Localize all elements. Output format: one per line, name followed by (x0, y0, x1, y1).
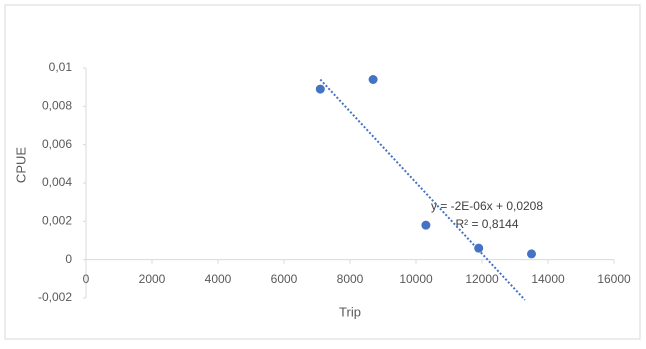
y-tick-label: 0,002 (42, 214, 72, 228)
y-tick-label: 0,01 (49, 60, 73, 74)
point (421, 220, 431, 230)
point (527, 249, 536, 259)
y-axis-title: CPUE (13, 147, 28, 183)
y-tick-label: 0,008 (42, 99, 72, 113)
y-tick-label: 0 (65, 252, 72, 266)
point (368, 75, 378, 84)
point (315, 84, 325, 94)
x-tick-label: 12000 (465, 272, 499, 286)
point (474, 243, 484, 253)
chart-frame (4, 4, 641, 340)
x-axis-title: Trip (339, 304, 361, 319)
y-tick-label: 0,004 (42, 175, 72, 189)
x-tick-label: 6000 (271, 272, 298, 286)
x-tick-label: 2000 (139, 272, 166, 286)
x-tick-label: 8000 (337, 272, 364, 286)
y-tick-label: -0,002 (38, 290, 72, 304)
trend-equation: y = -2E-06x + 0,0208 (431, 199, 543, 213)
x-tick-label: 10000 (399, 272, 433, 286)
y-tick-label: 0,006 (42, 137, 72, 151)
x-tick-label: 4000 (205, 272, 232, 286)
x-tick-label: 0 (83, 272, 90, 286)
x-tick-label: 16000 (597, 272, 631, 286)
trend-r2: R² = 0,8144 (455, 217, 518, 231)
x-tick-label: 14000 (531, 272, 565, 286)
